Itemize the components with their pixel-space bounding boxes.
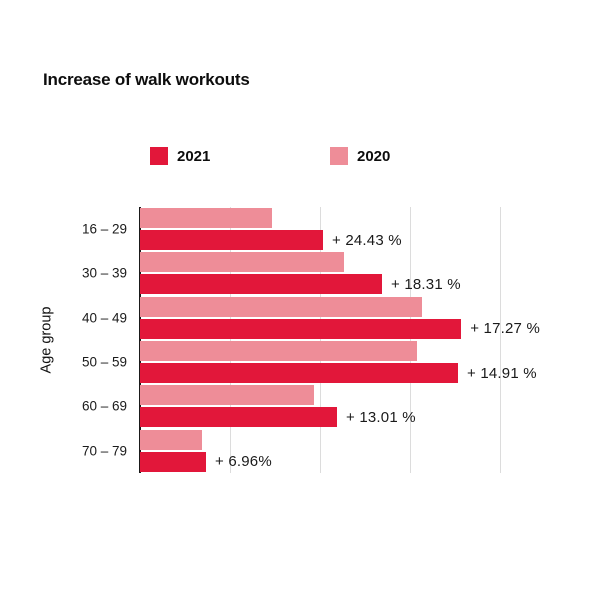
- bar-2020: [140, 341, 417, 362]
- y-axis-line: [139, 207, 141, 473]
- gridline: [320, 207, 321, 473]
- value-label: + 24.43 %: [332, 231, 402, 249]
- bar-2020: [140, 429, 202, 450]
- legend-item-2020: 2020: [330, 146, 390, 166]
- y-axis-title: Age group: [38, 306, 55, 374]
- bar-2021: [140, 274, 382, 295]
- value-label: + 17.27 %: [470, 320, 540, 338]
- bar-group-50-59: 50 – 59 + 14.91 %: [82, 340, 540, 384]
- bar-group-40-49: 40 – 49 + 17.27 %: [82, 296, 540, 340]
- legend-swatch-2020-icon: [330, 147, 348, 165]
- legend-item-2021: 2021: [150, 146, 210, 166]
- bar-2020: [140, 296, 422, 317]
- bar-2020: [140, 208, 272, 229]
- bar-group-60-69: 60 – 69 + 13.01 %: [82, 384, 540, 428]
- plot-area: 16 – 29 + 24.43 % 30 – 39 + 18.31 % 40 –…: [82, 207, 540, 473]
- category-label: 50 – 59: [81, 354, 127, 370]
- legend-label-2020: 2020: [357, 147, 391, 165]
- category-label: 30 – 39: [81, 265, 127, 281]
- gridline: [230, 207, 231, 473]
- bar-group-30-39: 30 – 39 + 18.31 %: [82, 251, 540, 295]
- legend: 2021 2020: [0, 146, 600, 166]
- bar-2021: [140, 451, 206, 472]
- value-label: + 13.01 %: [346, 408, 416, 426]
- bar-2021: [140, 318, 462, 339]
- category-label: 60 – 69: [81, 398, 127, 414]
- bar-2021: [140, 407, 337, 428]
- gridline: [410, 207, 411, 473]
- legend-swatch-2021-icon: [150, 147, 168, 165]
- bar-group-16-29: 16 – 29 + 24.43 %: [82, 207, 540, 251]
- chart-title: Increase of walk workouts: [43, 70, 250, 89]
- value-label: + 14.91 %: [467, 364, 537, 382]
- bar-2021: [140, 363, 458, 384]
- value-label: + 18.31 %: [391, 275, 461, 293]
- value-label: + 6.96%: [215, 453, 272, 471]
- bar-2020: [140, 385, 314, 406]
- category-label: 16 – 29: [81, 221, 127, 237]
- gridline: [500, 207, 501, 473]
- legend-label-2021: 2021: [177, 147, 211, 165]
- bar-group-70-79: 70 – 79 + 6.96%: [82, 429, 540, 473]
- bar-groups: 16 – 29 + 24.43 % 30 – 39 + 18.31 % 40 –…: [82, 207, 540, 473]
- category-label: 70 – 79: [81, 443, 127, 459]
- y-axis-title-wrap: Age group: [31, 207, 61, 473]
- bar-2020: [140, 252, 344, 273]
- category-label: 40 – 49: [81, 310, 127, 326]
- bar-2021: [140, 230, 323, 251]
